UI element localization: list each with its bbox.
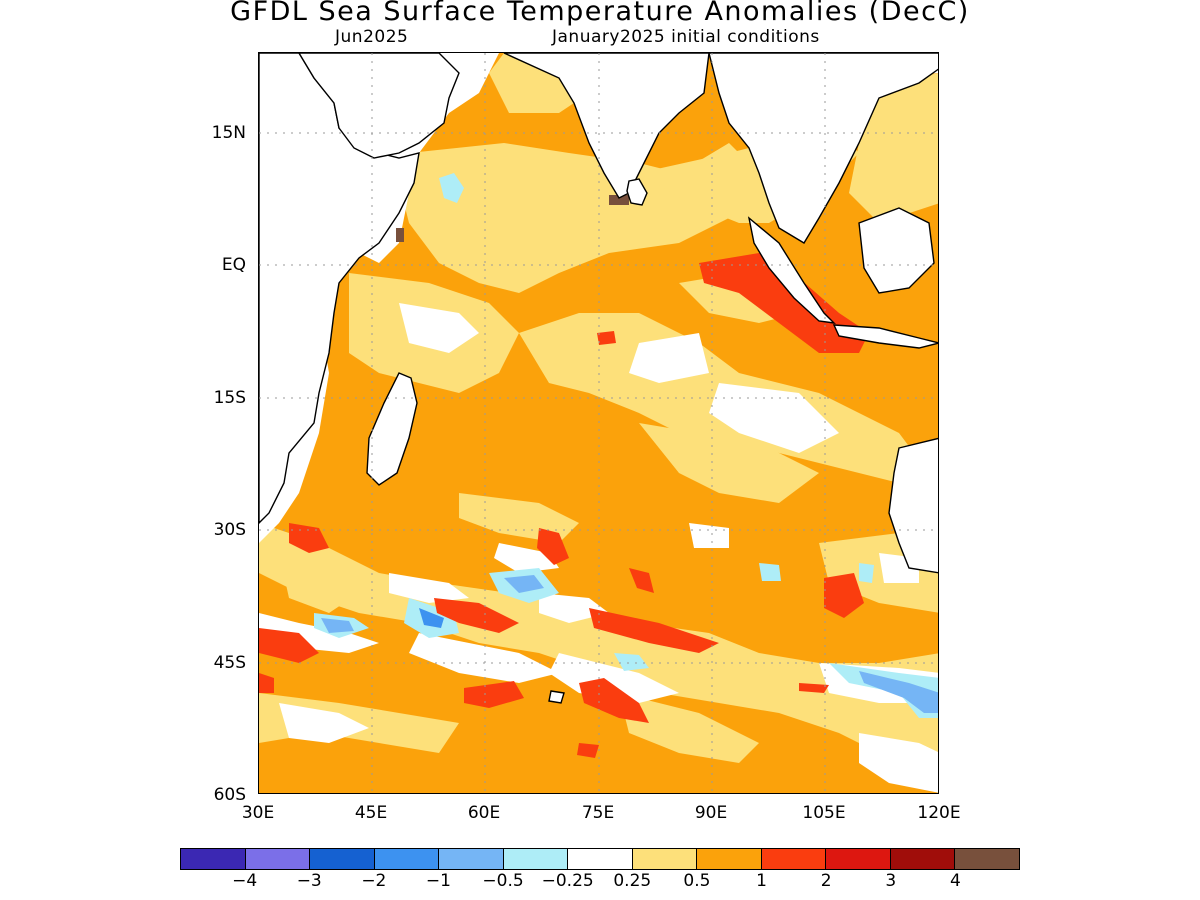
lat-label-60s: 60S bbox=[213, 785, 246, 805]
lon-label-105e: 105E bbox=[802, 803, 846, 823]
colorbar-swatch bbox=[955, 849, 1019, 869]
colorbar-swatch bbox=[503, 849, 569, 869]
colorbar-legend bbox=[180, 848, 1020, 870]
australia-coastline bbox=[888, 437, 938, 574]
initial-conditions: January2025 initial conditions bbox=[552, 27, 820, 47]
colorbar-tick-label: 4 bbox=[949, 871, 961, 891]
anomaly-cool-areas bbox=[314, 173, 938, 718]
lon-label-30e: 30E bbox=[241, 803, 275, 823]
colorbar-swatch bbox=[439, 849, 504, 869]
colorbar-tick-label: −2 bbox=[361, 871, 387, 891]
southeast-asia-coastline bbox=[708, 53, 938, 244]
kerguelen-island bbox=[548, 690, 565, 704]
java bbox=[832, 324, 938, 349]
madagascar bbox=[366, 372, 418, 486]
anomaly-extreme-cells bbox=[396, 195, 629, 242]
colorbar-tick-label: −1 bbox=[425, 871, 451, 891]
colorbar-swatch bbox=[310, 849, 375, 869]
colorbar-tick-label: −4 bbox=[232, 871, 258, 891]
colorbar-swatch bbox=[181, 849, 246, 869]
lon-label-90e: 90E bbox=[694, 803, 728, 823]
lon-label-75e: 75E bbox=[581, 803, 615, 823]
colorbar-tick-label: 3 bbox=[885, 871, 897, 891]
lon-label-120e: 120E bbox=[917, 803, 961, 823]
sri-lanka bbox=[626, 178, 648, 206]
lat-label-15s: 15S bbox=[213, 388, 246, 408]
lat-label-30s: 30S bbox=[213, 520, 246, 540]
colorbar-tick-label: −3 bbox=[296, 871, 322, 891]
colorbar-swatch bbox=[632, 849, 698, 869]
colorbar-swatch bbox=[826, 849, 891, 869]
colorbar-swatch bbox=[890, 849, 956, 869]
colorbar-tick-label: −0.25 bbox=[541, 871, 594, 891]
colorbar-tick-label: 2 bbox=[820, 871, 832, 891]
lon-label-60e: 60E bbox=[467, 803, 501, 823]
colorbar-swatch bbox=[568, 849, 633, 869]
forecast-month: Jun2025 bbox=[335, 27, 409, 47]
arabia-coastline bbox=[298, 53, 460, 159]
colorbar-tick-label: 0.5 bbox=[683, 871, 711, 891]
borneo bbox=[858, 207, 935, 294]
map-title: GFDL Sea Surface Temperature Anomalies (… bbox=[230, 0, 970, 27]
lat-label-eq: EQ bbox=[221, 255, 246, 275]
graticule bbox=[259, 53, 938, 793]
sumatra bbox=[747, 216, 836, 324]
colorbar-tick-label: 1 bbox=[756, 871, 767, 891]
sst-anomaly-map bbox=[258, 52, 939, 794]
lon-label-45e: 45E bbox=[354, 803, 388, 823]
lat-label-15n: 15N bbox=[211, 123, 246, 143]
anomaly-hot-areas bbox=[259, 253, 869, 758]
colorbar-tick-label: −0.5 bbox=[482, 871, 524, 891]
colorbar-swatch bbox=[697, 849, 762, 869]
land-masses bbox=[259, 53, 938, 704]
colorbar-tick-label: 0.25 bbox=[613, 871, 652, 891]
colorbar-swatch bbox=[761, 849, 827, 869]
colorbar-swatch bbox=[374, 849, 440, 869]
colorbar-swatch bbox=[245, 849, 311, 869]
lat-label-45s: 45S bbox=[213, 653, 246, 673]
